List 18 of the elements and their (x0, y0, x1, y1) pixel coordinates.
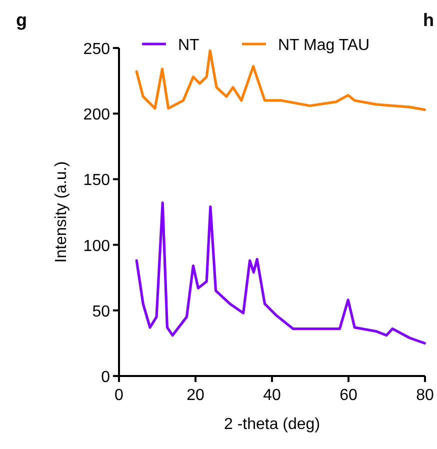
x-tick-label: 40 (263, 387, 281, 404)
y-axis-title: Intensity (a.u.) (53, 161, 70, 263)
x-tick-label: 80 (416, 387, 434, 404)
text: h (423, 10, 434, 30)
y-tick-label: 200 (83, 106, 110, 124)
text: g (16, 10, 27, 30)
x-axis-title: 2 -theta (deg) (224, 416, 320, 433)
y-tick-label: 100 (83, 238, 110, 255)
line-series (135, 202, 426, 344)
y-tick-label: 50 (92, 303, 110, 320)
x-tick-label: 0 (114, 387, 124, 404)
y-tick-label: 0 (101, 369, 110, 386)
legend-label: NT Mag TAU (278, 37, 370, 54)
x-tick-label: 60 (340, 387, 358, 404)
y-tick-label: 150 (83, 172, 110, 190)
y-tick-label: 250 (83, 41, 110, 58)
x-tick-label: 20 (186, 387, 204, 404)
legend-label: NT (178, 37, 200, 54)
